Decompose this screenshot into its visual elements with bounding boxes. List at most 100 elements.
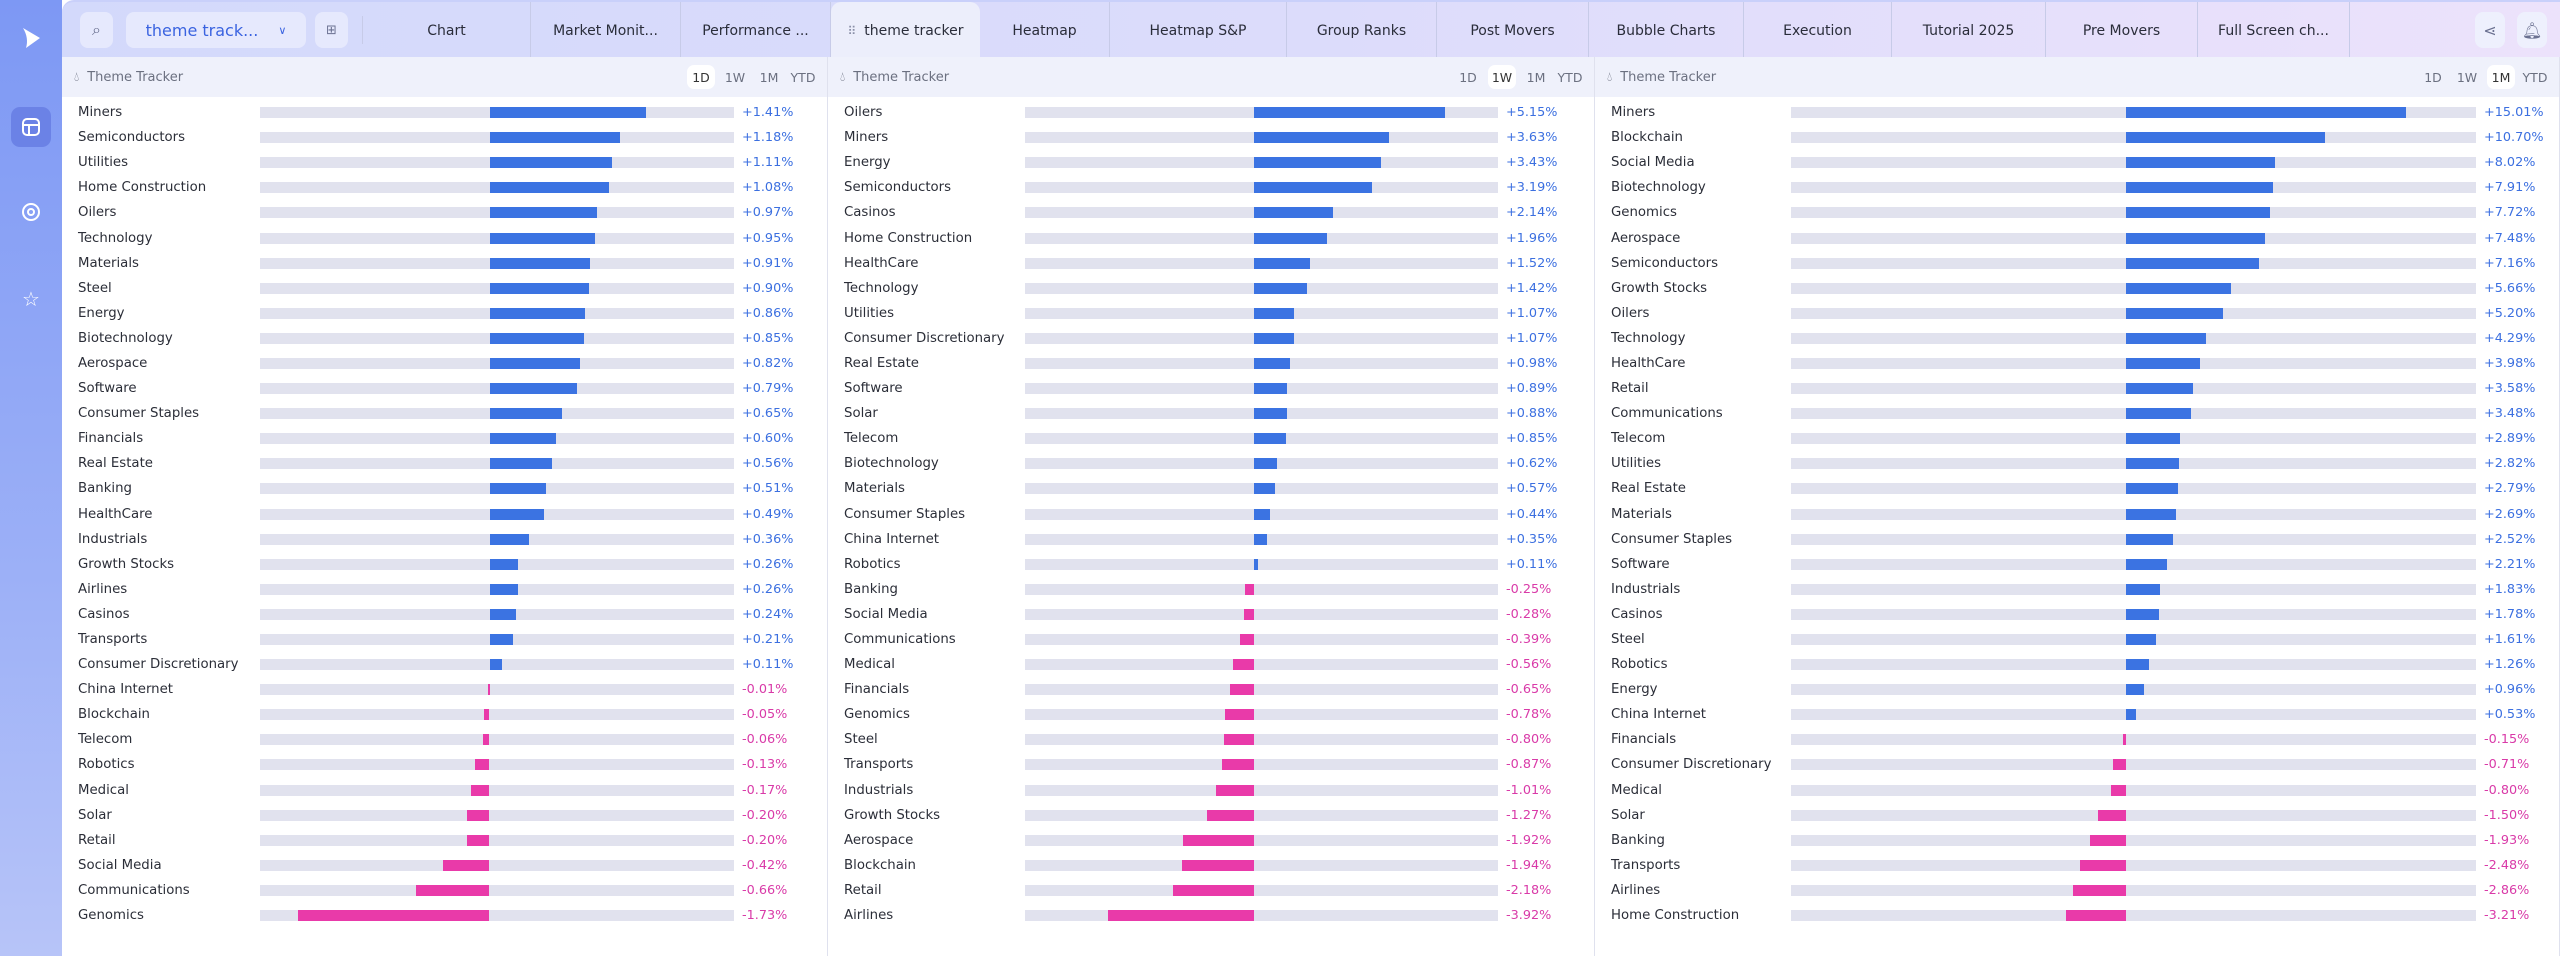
theme-row[interactable]: Airlines -3.92% bbox=[844, 903, 1594, 928]
tab-heatmap[interactable]: Heatmap bbox=[980, 2, 1110, 59]
theme-row[interactable]: Aerospace +7.48% bbox=[1611, 225, 2559, 250]
theme-row[interactable]: Home Construction +1.08% bbox=[78, 175, 827, 200]
theme-row[interactable]: Retail -2.18% bbox=[844, 878, 1594, 903]
theme-row[interactable]: Genomics -0.78% bbox=[844, 702, 1594, 727]
theme-row[interactable]: Software +0.89% bbox=[844, 376, 1594, 401]
search-button[interactable]: ⌕ bbox=[80, 12, 113, 48]
theme-row[interactable]: Casinos +0.24% bbox=[78, 602, 827, 627]
theme-row[interactable]: Technology +1.42% bbox=[844, 276, 1594, 301]
theme-row[interactable]: Blockchain -0.05% bbox=[78, 702, 827, 727]
theme-row[interactable]: Biotechnology +7.91% bbox=[1611, 175, 2559, 200]
theme-row[interactable]: Financials +0.60% bbox=[78, 426, 827, 451]
theme-row[interactable]: Medical -0.56% bbox=[844, 652, 1594, 677]
tab-pre-movers[interactable]: Pre Movers bbox=[2046, 2, 2198, 59]
theme-row[interactable]: Medical -0.17% bbox=[78, 778, 827, 803]
theme-row[interactable]: Social Media +8.02% bbox=[1611, 150, 2559, 175]
theme-row[interactable]: Utilities +1.11% bbox=[78, 150, 827, 175]
tab-full-screen-ch[interactable]: Full Screen ch... bbox=[2198, 2, 2350, 59]
theme-row[interactable]: Semiconductors +3.19% bbox=[844, 175, 1594, 200]
theme-row[interactable]: Solar -1.50% bbox=[1611, 803, 2559, 828]
notifications-button[interactable]: 🔔︎ bbox=[2517, 12, 2547, 48]
theme-row[interactable]: Growth Stocks -1.27% bbox=[844, 803, 1594, 828]
theme-row[interactable]: Consumer Staples +0.65% bbox=[78, 401, 827, 426]
theme-row[interactable]: Transports -2.48% bbox=[1611, 853, 2559, 878]
theme-row[interactable]: Genomics -1.73% bbox=[78, 903, 827, 928]
theme-row[interactable]: Consumer Discretionary +1.07% bbox=[844, 326, 1594, 351]
theme-row[interactable]: Transports -0.87% bbox=[844, 752, 1594, 777]
theme-row[interactable]: Telecom -0.06% bbox=[78, 727, 827, 752]
theme-row[interactable]: Communications -0.66% bbox=[78, 878, 827, 903]
theme-row[interactable]: Industrials -1.01% bbox=[844, 778, 1594, 803]
theme-row[interactable]: Real Estate +0.98% bbox=[844, 351, 1594, 376]
theme-row[interactable]: Telecom +2.89% bbox=[1611, 426, 2559, 451]
range-1w-button[interactable]: 1W bbox=[1488, 65, 1516, 89]
range-1w-button[interactable]: 1W bbox=[724, 69, 746, 85]
tab-bubble-charts[interactable]: Bubble Charts bbox=[1589, 2, 1744, 59]
theme-row[interactable]: Biotechnology +0.62% bbox=[844, 451, 1594, 476]
theme-row[interactable]: Oilers +5.15% bbox=[844, 100, 1594, 125]
theme-row[interactable]: Steel +0.90% bbox=[78, 276, 827, 301]
theme-row[interactable]: Genomics +7.72% bbox=[1611, 200, 2559, 225]
theme-row[interactable]: Miners +3.63% bbox=[844, 125, 1594, 150]
theme-row[interactable]: Miners +15.01% bbox=[1611, 100, 2559, 125]
add-widget-button[interactable]: ⊞ bbox=[315, 12, 348, 48]
theme-row[interactable]: Transports +0.21% bbox=[78, 627, 827, 652]
tab-theme-tracker[interactable]: ⠿ theme tracker bbox=[831, 2, 980, 59]
theme-row[interactable]: HealthCare +0.49% bbox=[78, 502, 827, 527]
layout-icon[interactable] bbox=[11, 107, 51, 147]
theme-row[interactable]: Medical -0.80% bbox=[1611, 778, 2559, 803]
theme-row[interactable]: Industrials +0.36% bbox=[78, 527, 827, 552]
tab-post-movers[interactable]: Post Movers bbox=[1437, 2, 1589, 59]
radar-icon[interactable] bbox=[11, 192, 51, 232]
theme-row[interactable]: Aerospace +0.82% bbox=[78, 351, 827, 376]
theme-row[interactable]: China Internet +0.35% bbox=[844, 527, 1594, 552]
theme-row[interactable]: Energy +0.86% bbox=[78, 301, 827, 326]
theme-row[interactable]: Social Media -0.28% bbox=[844, 602, 1594, 627]
theme-row[interactable]: Materials +0.91% bbox=[78, 251, 827, 276]
theme-row[interactable]: Software +0.79% bbox=[78, 376, 827, 401]
theme-row[interactable]: Software +2.21% bbox=[1611, 552, 2559, 577]
theme-row[interactable]: Oilers +5.20% bbox=[1611, 301, 2559, 326]
theme-row[interactable]: Banking -0.25% bbox=[844, 577, 1594, 602]
drag-handle-icon[interactable]: ⠿ bbox=[847, 23, 857, 38]
theme-row[interactable]: China Internet -0.01% bbox=[78, 677, 827, 702]
theme-row[interactable]: China Internet +0.53% bbox=[1611, 702, 2559, 727]
tab-performance[interactable]: Performance ... bbox=[681, 2, 831, 59]
theme-row[interactable]: Growth Stocks +0.26% bbox=[78, 552, 827, 577]
share-button[interactable]: ⋖ bbox=[2475, 12, 2505, 48]
theme-row[interactable]: Materials +0.57% bbox=[844, 476, 1594, 501]
theme-row[interactable]: Retail +3.58% bbox=[1611, 376, 2559, 401]
theme-row[interactable]: Financials -0.65% bbox=[844, 677, 1594, 702]
star-icon[interactable]: ☆ bbox=[22, 287, 40, 311]
theme-row[interactable]: Oilers +0.97% bbox=[78, 200, 827, 225]
theme-row[interactable]: Financials -0.15% bbox=[1611, 727, 2559, 752]
theme-row[interactable]: Utilities +2.82% bbox=[1611, 451, 2559, 476]
range-1m-button[interactable]: 1M bbox=[1526, 69, 1546, 85]
tab-tutorial-2025[interactable]: Tutorial 2025 bbox=[1892, 2, 2046, 59]
theme-row[interactable]: HealthCare +1.52% bbox=[844, 251, 1594, 276]
theme-row[interactable]: Telecom +0.85% bbox=[844, 426, 1594, 451]
theme-row[interactable]: Solar -0.20% bbox=[78, 803, 827, 828]
theme-row[interactable]: Home Construction -3.21% bbox=[1611, 903, 2559, 928]
theme-row[interactable]: Robotics +0.11% bbox=[844, 552, 1594, 577]
theme-row[interactable]: Communications -0.39% bbox=[844, 627, 1594, 652]
theme-row[interactable]: Communications +3.48% bbox=[1611, 401, 2559, 426]
theme-row[interactable]: Airlines -2.86% bbox=[1611, 878, 2559, 903]
theme-row[interactable]: Consumer Discretionary +0.11% bbox=[78, 652, 827, 677]
theme-row[interactable]: Consumer Discretionary -0.71% bbox=[1611, 752, 2559, 777]
theme-row[interactable]: Consumer Staples +0.44% bbox=[844, 502, 1594, 527]
theme-row[interactable]: Blockchain -1.94% bbox=[844, 853, 1594, 878]
layout-dropdown[interactable]: theme track... ∨ bbox=[126, 12, 306, 48]
theme-row[interactable]: Consumer Staples +2.52% bbox=[1611, 527, 2559, 552]
range-1d-button[interactable]: 1D bbox=[687, 65, 715, 89]
range-1w-button[interactable]: 1W bbox=[2456, 69, 2478, 85]
theme-row[interactable]: Casinos +2.14% bbox=[844, 200, 1594, 225]
theme-row[interactable]: Energy +3.43% bbox=[844, 150, 1594, 175]
tab-chart[interactable]: Chart bbox=[363, 2, 531, 59]
range-ytd-button[interactable]: YTD bbox=[1557, 69, 1583, 85]
theme-row[interactable]: Miners +1.41% bbox=[78, 100, 827, 125]
tab-heatmap-s-p[interactable]: Heatmap S&P bbox=[1110, 2, 1287, 59]
theme-row[interactable]: Casinos +1.78% bbox=[1611, 602, 2559, 627]
theme-row[interactable]: Semiconductors +1.18% bbox=[78, 125, 827, 150]
theme-row[interactable]: Retail -0.20% bbox=[78, 828, 827, 853]
